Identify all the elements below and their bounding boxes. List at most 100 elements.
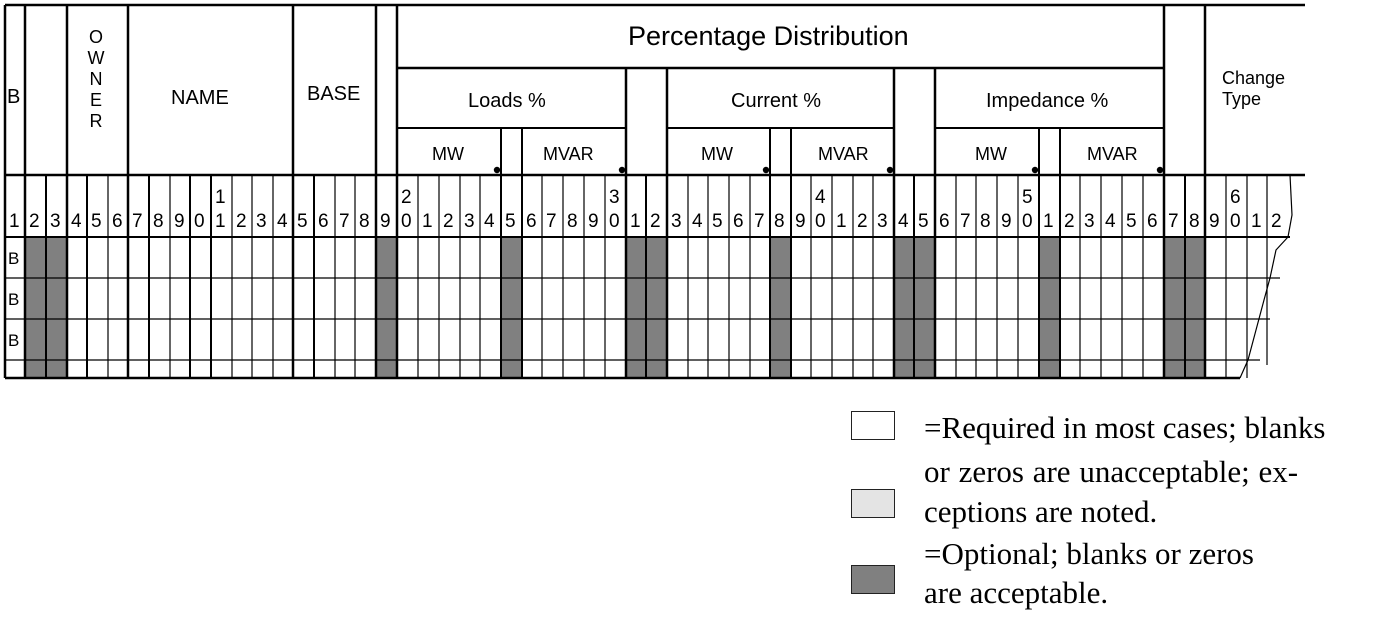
- column-number: 9: [1001, 211, 1012, 232]
- optional-column-shading: [1185, 237, 1205, 378]
- column-number: 5: [297, 211, 308, 232]
- column-number: 7: [339, 211, 350, 232]
- change-type-line: Type: [1222, 89, 1262, 109]
- optional-column-shading: [894, 237, 914, 378]
- percentage-distribution-header: Percentage Distribution: [628, 21, 909, 51]
- column-tens-digit: 4: [815, 187, 826, 208]
- column-number: 0: [609, 211, 620, 232]
- optional-column-shading: [376, 237, 397, 378]
- legend-required-line-2: or zeros are unacceptable; ex-: [924, 454, 1299, 489]
- column-number: 1: [422, 211, 433, 232]
- column-number: 2: [857, 211, 868, 232]
- column-number: 1: [836, 211, 847, 232]
- column-number: 6: [1147, 211, 1158, 232]
- record-type-cell: B: [8, 290, 20, 309]
- column-number: 3: [671, 211, 682, 232]
- column-tens-digit: 1: [215, 187, 226, 208]
- column-number: 5: [918, 211, 929, 232]
- optional-column-shading: [914, 237, 935, 378]
- legend-required-line-3: ceptions are noted.: [924, 494, 1158, 529]
- owner-letter: W: [87, 48, 105, 68]
- column-number: 6: [939, 211, 950, 232]
- owner-column-header: O W N E R: [84, 27, 108, 132]
- column-number: 1: [1043, 211, 1054, 232]
- column-number: 4: [71, 211, 82, 232]
- loads-mw-header: MW: [432, 144, 464, 164]
- owner-letter: O: [88, 27, 103, 47]
- column-number: 0: [1022, 211, 1033, 232]
- legend-optional-line-1: =Optional; blanks or zeros: [924, 536, 1254, 571]
- column-number: 2: [1271, 211, 1282, 232]
- column-number: 7: [1168, 211, 1179, 232]
- column-number: 1: [9, 211, 20, 232]
- column-number: 2: [1064, 211, 1075, 232]
- column-number: 9: [1209, 211, 1220, 232]
- column-number: 9: [588, 211, 599, 232]
- impedance-percent-header: Impedance %: [986, 90, 1109, 112]
- current-percent-header: Current %: [731, 90, 822, 112]
- exceptions-legend-swatch: [851, 489, 895, 518]
- column-number: 9: [795, 211, 806, 232]
- column-number: 8: [359, 211, 370, 232]
- optional-column-shading: [1039, 237, 1060, 378]
- column-number: 3: [464, 211, 475, 232]
- owner-letter: N: [89, 69, 103, 89]
- corner-dot: [1156, 166, 1164, 174]
- impedance-mw-header: MW: [975, 144, 1007, 164]
- current-mw-header: MW: [701, 144, 733, 164]
- corner-dot: [1031, 166, 1039, 174]
- record-type-cell: B: [8, 249, 20, 268]
- corner-dot: [762, 166, 770, 174]
- column-number: 8: [153, 211, 164, 232]
- record-type-cell: B: [8, 331, 20, 350]
- column-number: 6: [733, 211, 744, 232]
- record-format-grid: [3, 3, 1305, 380]
- column-number: 8: [1189, 211, 1200, 232]
- column-tens-digit: 6: [1230, 187, 1241, 208]
- column-number: 8: [980, 211, 991, 232]
- base-column-header: BASE: [307, 83, 361, 105]
- column-number: 6: [318, 211, 329, 232]
- optional-column-shading: [770, 237, 791, 378]
- column-number: 3: [877, 211, 888, 232]
- column-number: 1: [1251, 211, 1262, 232]
- column-number: 5: [1126, 211, 1137, 232]
- column-number: 4: [277, 211, 288, 232]
- column-number: 5: [712, 211, 723, 232]
- column-number: 6: [112, 211, 123, 232]
- column-number: 4: [898, 211, 909, 232]
- column-number: 7: [546, 211, 557, 232]
- column-tens-digit: 5: [1022, 187, 1033, 208]
- b-column-header: B: [7, 86, 21, 108]
- optional-column-shading: [46, 237, 67, 378]
- optional-legend-swatch: [851, 565, 895, 594]
- column-number: 0: [194, 211, 205, 232]
- column-number: 7: [754, 211, 765, 232]
- column-tens-digit: 2: [401, 187, 412, 208]
- optional-column-shading: [1164, 237, 1185, 378]
- column-number: 4: [484, 211, 495, 232]
- column-number: 2: [236, 211, 247, 232]
- legend-optional-line-2: are acceptable.: [924, 575, 1109, 610]
- column-number: 0: [1230, 211, 1241, 232]
- column-tens-digit: 3: [609, 187, 620, 208]
- optional-column-shading: [501, 237, 522, 378]
- column-number: 2: [443, 211, 454, 232]
- current-mvar-header: MVAR: [818, 144, 869, 164]
- corner-dot: [886, 166, 894, 174]
- loads-mvar-header: MVAR: [543, 144, 594, 164]
- column-number: 0: [401, 211, 412, 232]
- column-number: 3: [50, 211, 61, 232]
- column-number: 5: [91, 211, 102, 232]
- column-number: 4: [1105, 211, 1116, 232]
- column-number: 7: [960, 211, 971, 232]
- column-number: 3: [1084, 211, 1095, 232]
- optional-column-shading: [25, 237, 46, 378]
- column-number: 8: [567, 211, 578, 232]
- column-number: 4: [692, 211, 703, 232]
- torn-edge: [1239, 174, 1293, 379]
- impedance-mvar-header: MVAR: [1087, 144, 1138, 164]
- column-number: 7: [132, 211, 143, 232]
- column-number: 2: [29, 211, 40, 232]
- optional-column-shading: [626, 237, 646, 378]
